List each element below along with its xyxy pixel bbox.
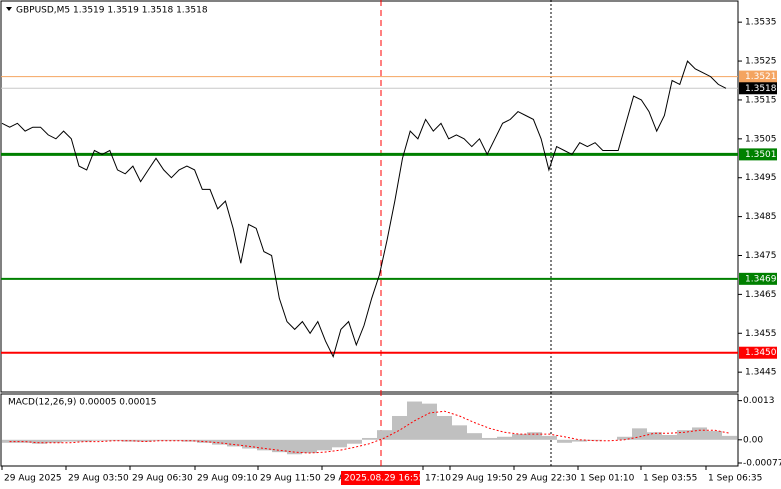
- macd-bar: [422, 403, 437, 440]
- macd-bar: [512, 434, 527, 440]
- level-label: 1.3469: [745, 274, 777, 284]
- x-tick-label: 29 Aug 09:10: [197, 474, 258, 484]
- macd-label: MACD(12,26,9) 0.00005 0.00015: [8, 398, 157, 408]
- x-tick-label: 1 Sep 01:10: [580, 474, 635, 484]
- macd-bar: [17, 439, 32, 443]
- y-tick-label: 1.3465: [745, 290, 777, 300]
- x-tick-label: 29 Aug 03:50: [68, 474, 129, 484]
- level-box: [739, 272, 777, 285]
- level-box: [739, 82, 777, 95]
- x-tick-label: 1 Sep 03:55: [643, 474, 697, 484]
- x-tick-label: 1 Sep 06:35: [708, 474, 762, 484]
- macd-bar: [32, 439, 47, 444]
- macd-tick-label: 0.0013: [743, 396, 775, 406]
- level-label: 1.3450: [745, 348, 777, 358]
- macd-bar: [677, 430, 692, 440]
- macd-bar: [197, 439, 212, 443]
- macd-bar: [92, 439, 107, 441]
- y-tick-label: 1.3515: [745, 95, 777, 105]
- macd-tick-label: -0.00077: [743, 458, 781, 468]
- macd-bar: [647, 432, 662, 440]
- macd-bar: [137, 439, 152, 442]
- macd-bar: [692, 427, 707, 440]
- level-label: 1.3521: [745, 72, 777, 82]
- macd-bar: [572, 439, 587, 442]
- x-tick-label: 29 Aug 2025: [4, 474, 62, 484]
- macd-bar: [362, 437, 377, 440]
- macd-bar: [392, 415, 407, 440]
- macd-frame: [0, 393, 739, 467]
- macd-bar: [542, 435, 557, 440]
- x-tick-label: 17:10: [425, 474, 451, 484]
- macd-bar: [272, 439, 287, 453]
- macd-bar: [437, 415, 452, 440]
- macd-bar: [302, 439, 317, 454]
- macd-bar: [467, 433, 482, 440]
- y-tick-label: 1.3445: [745, 368, 777, 378]
- macd-bar: [77, 439, 92, 442]
- macd-bar: [707, 431, 722, 440]
- chart-title: GBPUSD,M5 1.3519 1.3519 1.3518 1.3518: [16, 6, 208, 16]
- signal-line: [9, 410, 730, 454]
- level-label: 1.3501: [745, 150, 777, 160]
- macd-bar: [452, 425, 467, 440]
- y-tick-label: 1.3535: [745, 18, 777, 28]
- macd-bar: [527, 432, 542, 440]
- macd-bar: [257, 439, 272, 451]
- macd-bar: [347, 439, 362, 444]
- macd-bar: [482, 437, 497, 440]
- macd-bar: [587, 439, 602, 441]
- level-box: [739, 148, 777, 161]
- x-tick-label: 29 Aug 19:50: [452, 474, 513, 484]
- macd-bar: [377, 430, 392, 440]
- macd-bar: [287, 439, 302, 455]
- macd-bar: [212, 439, 227, 445]
- main-frame: [0, 0, 739, 393]
- x-tick-label: 29 A: [324, 474, 345, 484]
- price-line: [1, 60, 727, 358]
- x-tick-label: 29 Aug 11:50: [260, 474, 321, 484]
- y-tick-label: 1.3495: [745, 173, 777, 183]
- y-tick-label: 1.3485: [745, 212, 777, 222]
- macd-bar: [47, 439, 62, 443]
- macd-bar: [242, 439, 257, 449]
- x-tick-label: 29 Aug 22:30: [516, 474, 577, 484]
- y-tick-label: 1.3475: [745, 251, 777, 261]
- macd-bar: [62, 439, 77, 442]
- macd-bar: [722, 435, 737, 440]
- level-box: [739, 346, 777, 359]
- macd-bar: [332, 439, 347, 448]
- y-tick-label: 1.3455: [745, 329, 777, 339]
- macd-bar: [617, 436, 632, 440]
- macd-bar: [317, 439, 332, 451]
- cursor-label: 2025.08.29 16:55: [344, 474, 424, 484]
- macd-bar: [557, 439, 572, 443]
- macd-bar: [662, 434, 677, 440]
- level-box: [739, 70, 777, 83]
- cursor-box: [341, 471, 420, 485]
- menu-arrow: [6, 7, 12, 11]
- macd-tick-label: 0.00: [743, 435, 763, 445]
- x-tick-label: 29 Aug 06:30: [132, 474, 193, 484]
- macd-bar: [152, 439, 167, 441]
- y-tick-label: 1.3525: [745, 57, 777, 67]
- macd-bar: [227, 439, 242, 447]
- macd-bar: [632, 428, 647, 440]
- level-label: 1.3518: [745, 84, 777, 94]
- macd-bar: [497, 436, 512, 440]
- y-tick-label: 1.3505: [745, 134, 777, 144]
